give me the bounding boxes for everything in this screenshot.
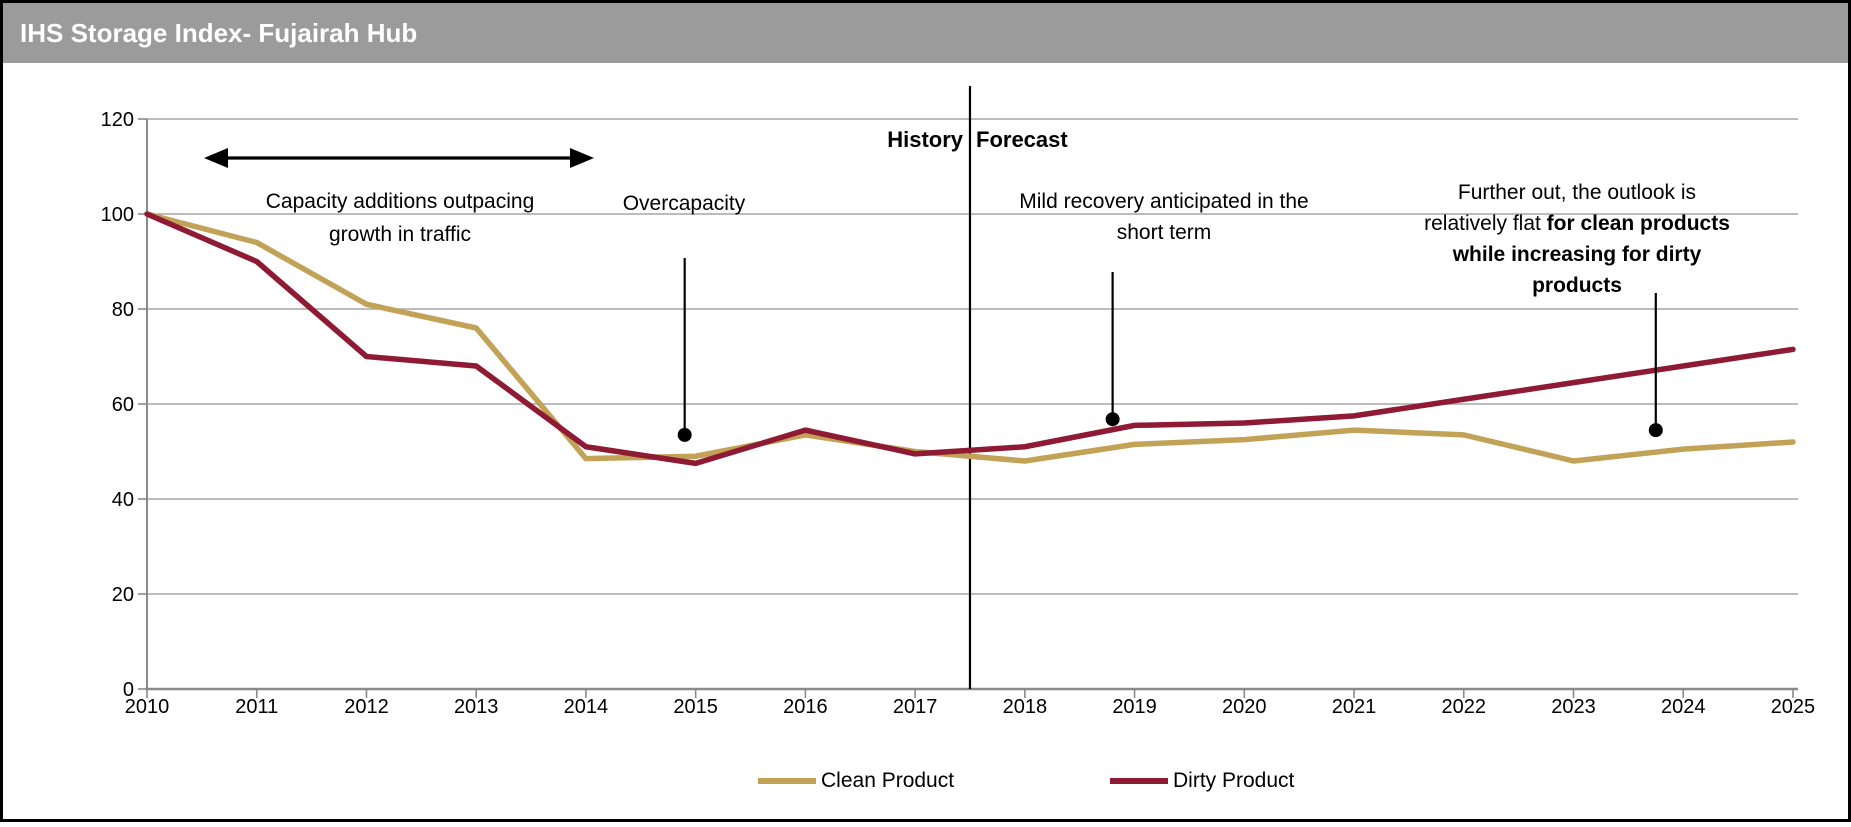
x-tick-label-2018: 2018	[1003, 696, 1048, 718]
y-tick-label-40: 40	[112, 489, 134, 511]
series-line-dirty-product	[144, 211, 1796, 467]
x-tick-label-2021: 2021	[1332, 696, 1377, 718]
x-tick-label-2014: 2014	[564, 696, 609, 718]
x-tick-label-2025: 2025	[1771, 696, 1816, 718]
capacity-arrow-left-head	[204, 148, 228, 168]
x-tick-label-2022: 2022	[1442, 696, 1487, 718]
callout-dot-further-out	[1648, 423, 1663, 438]
x-tick-label-2011: 2011	[235, 696, 278, 718]
x-tick-label-2023: 2023	[1551, 696, 1596, 718]
chart-title: IHS Storage Index- Fujairah Hub	[20, 18, 418, 48]
x-tick-label-2012: 2012	[344, 696, 389, 718]
y-tick-label-80: 80	[112, 299, 134, 321]
y-tick-label-120: 120	[101, 109, 134, 131]
x-tick-label-2024: 2024	[1661, 696, 1706, 718]
callout-dot-mild-recovery	[1105, 412, 1120, 427]
chart-title-bar: IHS Storage Index- Fujairah Hub	[3, 3, 1848, 63]
x-tick-label-2017: 2017	[893, 696, 938, 718]
y-tick-label-20: 20	[112, 584, 134, 606]
y-tick-label-60: 60	[112, 394, 134, 416]
x-tick-label-2013: 2013	[454, 696, 499, 718]
y-tick-label-0: 0	[123, 679, 134, 701]
x-tick-label-2019: 2019	[1112, 696, 1157, 718]
x-tick-label-2020: 2020	[1222, 696, 1267, 718]
x-tick-label-2010: 2010	[125, 696, 170, 718]
x-tick-label-2015: 2015	[673, 696, 718, 718]
capacity-arrow-right-head	[570, 148, 594, 168]
callout-dot-overcapacity	[677, 427, 692, 442]
series-line-clean-product	[144, 211, 1796, 464]
y-tick-label-100: 100	[101, 204, 134, 226]
x-tick-label-2016: 2016	[783, 696, 828, 718]
